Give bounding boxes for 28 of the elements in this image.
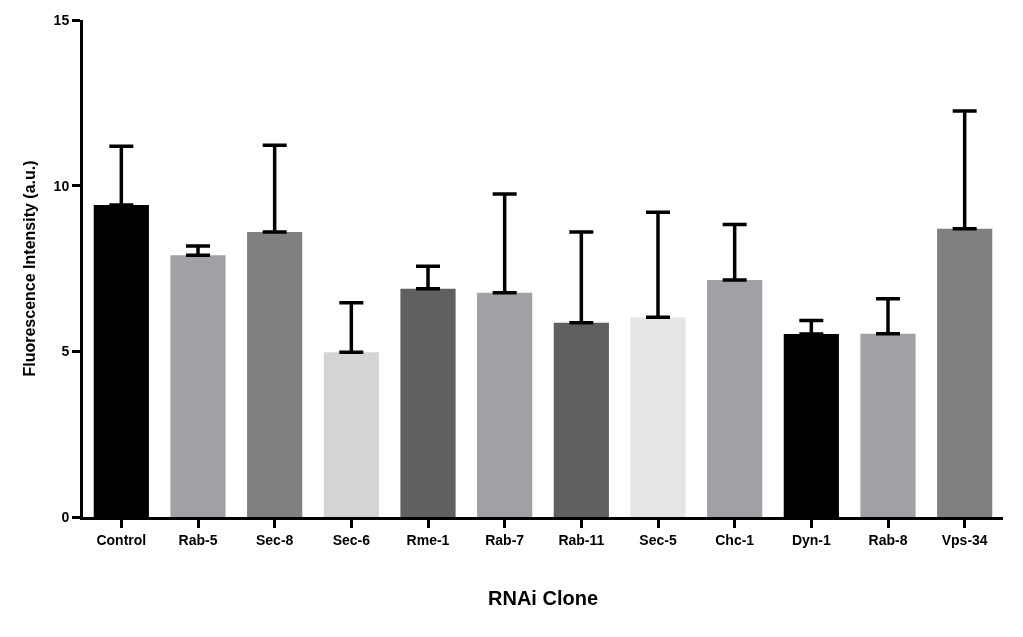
bar bbox=[400, 288, 456, 517]
bar bbox=[553, 322, 609, 517]
y-axis-title: Fluorescence Intensity (a.u.) bbox=[20, 160, 38, 377]
x-tick-label: Rab-8 bbox=[868, 531, 908, 548]
x-tick-label: Rab-11 bbox=[558, 531, 605, 548]
bar bbox=[937, 228, 993, 517]
y-tick-label: 15 bbox=[53, 11, 70, 28]
bar bbox=[477, 292, 533, 517]
bar bbox=[630, 317, 686, 517]
y-tick-label: 10 bbox=[53, 177, 70, 194]
y-tick-label: 0 bbox=[61, 508, 70, 525]
x-tick-label: Sec-5 bbox=[639, 531, 677, 548]
x-tick-label: Rme-1 bbox=[406, 531, 450, 548]
x-axis-title: RNAi Clone bbox=[488, 587, 598, 610]
bar bbox=[707, 280, 763, 517]
x-tick-label: Sec-8 bbox=[255, 531, 294, 548]
x-tick-label: Control bbox=[96, 531, 147, 548]
bar bbox=[247, 232, 303, 517]
x-tick-label: Dyn-1 bbox=[791, 531, 831, 548]
x-tick-label: Chc-1 bbox=[715, 531, 755, 548]
x-tick-label: Vps-34 bbox=[941, 531, 988, 548]
bar bbox=[170, 255, 226, 517]
bar bbox=[860, 333, 916, 517]
y-tick-label: 5 bbox=[61, 343, 70, 360]
x-tick-label: Sec-6 bbox=[332, 531, 371, 548]
bar bbox=[323, 352, 379, 517]
x-tick-label: Rab-5 bbox=[178, 531, 218, 548]
x-tick-label: Rab-7 bbox=[485, 531, 525, 548]
